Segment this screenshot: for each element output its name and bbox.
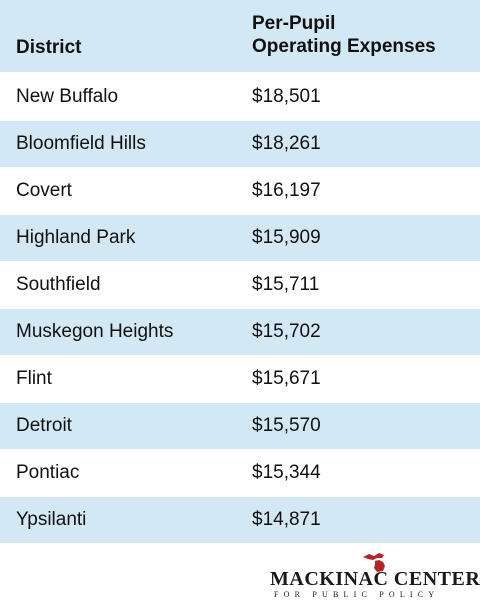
district-name: Detroit — [16, 415, 72, 436]
table-row: Bloomfield Hills $18,261 — [0, 121, 480, 168]
district-name: Ypsilanti — [16, 509, 87, 530]
mackinac-center-logo: MACKINAC CENTER FOR PUBLIC POLICY — [270, 551, 480, 599]
expense-value: $15,711 — [252, 274, 320, 295]
table-row: Detroit $15,570 — [0, 403, 480, 450]
table-row: New Buffalo $18,501 — [0, 74, 480, 121]
expense-value: $15,671 — [252, 368, 321, 389]
table-row: Muskegon Heights $15,702 — [0, 309, 480, 356]
table-row: Covert $16,197 — [0, 168, 480, 215]
table-row: Pontiac $15,344 — [0, 450, 480, 497]
header-district: District — [16, 37, 82, 58]
logo-tagline: FOR PUBLIC POLICY — [274, 590, 440, 599]
header-expenses: Per-Pupil Operating Expenses — [252, 12, 472, 58]
expense-table: District Per-Pupil Operating Expenses Ne… — [0, 0, 480, 544]
table-row: Ypsilanti $14,871 — [0, 497, 480, 544]
expense-value: $15,702 — [252, 321, 321, 342]
logo-name: MACKINAC CENTER — [270, 568, 480, 590]
table-row: Southfield $15,711 — [0, 262, 480, 309]
expense-value: $18,501 — [252, 86, 321, 107]
header-expenses-line1: Per-Pupil — [252, 13, 336, 34]
district-name: Bloomfield Hills — [16, 133, 146, 154]
district-name: Muskegon Heights — [16, 321, 174, 342]
district-name: Pontiac — [16, 462, 80, 483]
district-name: Highland Park — [16, 227, 136, 248]
expense-value: $15,909 — [252, 227, 321, 248]
table-body: New Buffalo $18,501 Bloomfield Hills $18,26… — [0, 74, 480, 544]
expense-value: $14,871 — [252, 509, 321, 530]
expense-value: $16,197 — [252, 180, 321, 201]
district-name: Covert — [16, 180, 72, 201]
table-header: District Per-Pupil Operating Expenses — [0, 0, 480, 74]
expense-value: $15,344 — [252, 462, 321, 483]
district-name: New Buffalo — [16, 86, 119, 107]
district-name: Flint — [16, 368, 52, 389]
table-row: Flint $15,671 — [0, 356, 480, 403]
header-expenses-line2: Operating Expenses — [252, 36, 436, 57]
expense-value: $18,261 — [252, 133, 321, 154]
michigan-icon — [363, 553, 385, 572]
district-name: Southfield — [16, 274, 101, 295]
table-row: Highland Park $15,909 — [0, 215, 480, 262]
expense-value: $15,570 — [252, 415, 321, 436]
